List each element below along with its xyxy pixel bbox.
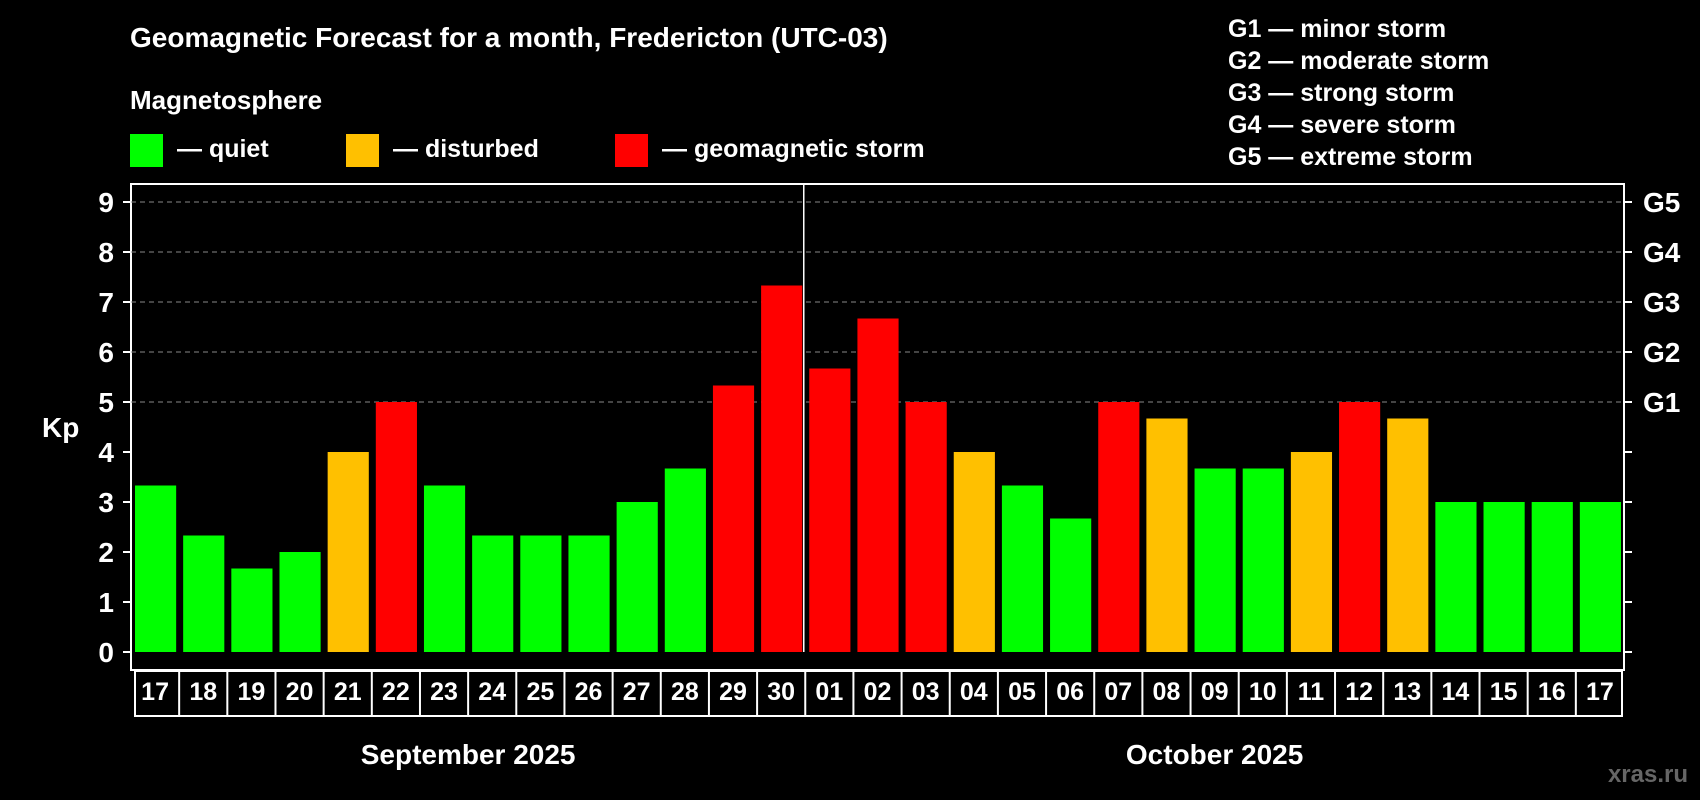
date-label: 06 [1056, 678, 1084, 706]
date-row-frame [134, 670, 1623, 717]
bar-0 [135, 485, 177, 652]
chart-title: Geomagnetic Forecast for a month, Freder… [130, 22, 888, 53]
bar-5 [375, 402, 417, 652]
storm-scale-item: G5 — extreme storm [1228, 143, 1473, 171]
date-label: 09 [1201, 678, 1229, 706]
date-label: 15 [1490, 678, 1518, 706]
y-tick-label: 3 [98, 487, 114, 518]
date-label: 20 [286, 678, 314, 706]
date-label: 02 [864, 678, 892, 706]
date-label: 01 [815, 678, 843, 706]
right-axis-label-G1: G1 [1643, 387, 1680, 418]
y-tick-label: 2 [98, 537, 114, 568]
date-label: 16 [1538, 678, 1566, 706]
bar-11 [664, 468, 706, 652]
bar-19 [1050, 518, 1092, 652]
date-label: 11 [1298, 678, 1325, 706]
legend-label-disturbed: — disturbed [393, 135, 539, 163]
bar-7 [472, 535, 514, 652]
bar-27 [1435, 502, 1477, 652]
date-label: 18 [189, 678, 217, 706]
bar-15 [857, 318, 899, 652]
bar-2 [231, 568, 273, 652]
date-label: 17 [1586, 678, 1614, 706]
legend-swatch-storm [615, 134, 648, 167]
bar-1 [183, 535, 225, 652]
bar-24 [1290, 452, 1333, 652]
bar-13 [761, 285, 803, 652]
bar-29 [1531, 502, 1573, 652]
date-label: 19 [237, 678, 265, 706]
bar-10 [616, 502, 658, 652]
month-label: October 2025 [1126, 739, 1303, 770]
bar-4 [327, 452, 369, 652]
bar-26 [1387, 418, 1429, 652]
legend-swatch-disturbed [346, 134, 379, 167]
y-tick-label: 0 [98, 637, 114, 668]
storm-scale-item: G2 — moderate storm [1228, 47, 1489, 75]
bar-6 [423, 485, 466, 652]
legend-heading: Magnetosphere [130, 85, 322, 115]
bar-16 [905, 402, 947, 652]
y-axis-label: Kp [42, 412, 79, 443]
storm-scale-legend: G1 — minor storm G2 — moderate storm G3 — … [1228, 15, 1489, 171]
bar-23 [1242, 468, 1284, 652]
bar-22 [1194, 468, 1236, 652]
date-label: 23 [430, 678, 458, 706]
bar-21 [1146, 418, 1188, 652]
legend-label-quiet: — quiet [177, 135, 269, 163]
y-tick-label: 1 [98, 587, 114, 618]
date-label: 22 [382, 678, 410, 706]
bar-9 [568, 535, 610, 652]
month-label: September 2025 [361, 739, 576, 770]
bar-28 [1483, 502, 1525, 652]
date-label: 08 [1153, 678, 1181, 706]
date-label: 24 [478, 678, 506, 706]
storm-scale-item: G1 — minor storm [1228, 15, 1446, 43]
storm-scale-item: G3 — strong storm [1228, 79, 1454, 107]
date-label: 04 [960, 678, 988, 706]
legend: — quiet — disturbed — geomagnetic storm [130, 134, 925, 167]
bar-12 [712, 385, 755, 652]
bar-3 [279, 552, 321, 652]
right-axis-label-G3: G3 [1643, 287, 1680, 318]
date-label: 12 [1345, 678, 1373, 706]
y-tick-label: 7 [98, 287, 114, 318]
date-label: 29 [719, 678, 747, 706]
bar-20 [1098, 402, 1140, 652]
right-axis-label-G2: G2 [1643, 337, 1680, 368]
date-label: 07 [1104, 678, 1132, 706]
date-label: 27 [623, 678, 651, 706]
y-tick-label: 8 [98, 237, 114, 268]
bar-14 [809, 368, 851, 652]
y-tick-label: 9 [98, 187, 114, 218]
watermark: xras.ru [1608, 761, 1688, 788]
date-label: 25 [526, 678, 554, 706]
date-label: 13 [1393, 678, 1421, 706]
bar-25 [1339, 402, 1381, 652]
bar-8 [520, 535, 562, 652]
date-label: 26 [575, 678, 603, 706]
storm-scale-item: G4 — severe storm [1228, 111, 1456, 139]
date-label: 30 [767, 678, 795, 706]
date-label: 14 [1442, 678, 1470, 706]
date-label: 17 [141, 678, 169, 706]
bar-17 [953, 452, 995, 652]
right-axis-label-G4: G4 [1643, 237, 1681, 268]
y-tick-label: 4 [98, 437, 114, 468]
date-label: 28 [671, 678, 699, 706]
bar-30 [1579, 502, 1621, 652]
date-label: 03 [912, 678, 940, 706]
date-label: 21 [334, 678, 362, 706]
date-label: 05 [1008, 678, 1036, 706]
legend-label-storm: — geomagnetic storm [662, 135, 925, 163]
y-tick-label: 6 [98, 337, 114, 368]
legend-swatch-quiet [130, 134, 163, 167]
bar-18 [1001, 485, 1044, 652]
y-tick-label: 5 [98, 387, 114, 418]
date-label: 10 [1249, 678, 1277, 706]
right-axis-label-G5: G5 [1643, 187, 1680, 218]
